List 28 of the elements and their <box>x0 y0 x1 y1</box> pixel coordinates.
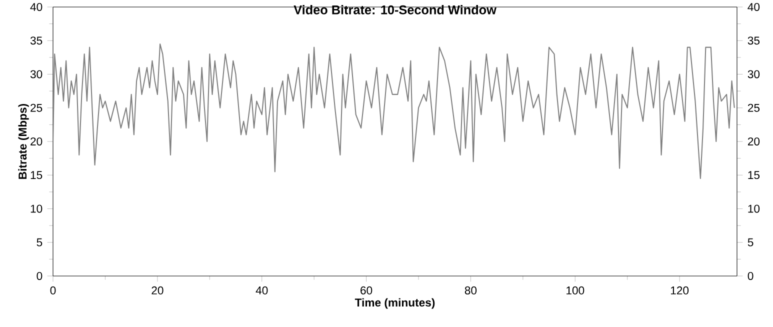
y2-tick-label: 25 <box>748 104 760 112</box>
x-tick-label: 20 <box>152 286 164 294</box>
x-tick-label: 40 <box>256 286 268 294</box>
y-tick-label: 10 <box>30 204 42 213</box>
chart-title: Video Bitrate: 10-Second Window <box>294 5 496 14</box>
y-tick-label: 35 <box>30 36 42 45</box>
y-tick-label: 20 <box>30 137 42 146</box>
x-tick-label: 100 <box>566 286 584 294</box>
y2-tick-label: 30 <box>748 70 760 78</box>
y2-tick-label: 40 <box>748 2 760 11</box>
y2-tick-label: 15 <box>748 171 760 180</box>
y2-tick-label: 10 <box>748 204 760 213</box>
y-tick-label: 25 <box>30 104 42 112</box>
y2-tick-label: 35 <box>748 36 760 45</box>
x-tick-label: 120 <box>670 286 689 294</box>
y-tick-label: 0 <box>36 272 42 280</box>
y2-tick-label: 0 <box>748 272 754 280</box>
y-tick-label: 30 <box>30 70 42 78</box>
y-tick-label: 40 <box>30 2 42 11</box>
x-tick-label: 60 <box>360 286 372 294</box>
x-tick-label: 80 <box>464 286 477 294</box>
x-tick-label: 0 <box>50 286 56 294</box>
y-tick-label: 15 <box>30 171 42 180</box>
y2-tick-label: 5 <box>748 238 754 246</box>
y-axis-title: Bitrate (Mbps) <box>18 104 29 179</box>
y2-tick-label: 20 <box>748 137 760 146</box>
y-tick-label: 5 <box>36 238 42 246</box>
x-axis-title: Time (minutes) <box>354 298 435 309</box>
